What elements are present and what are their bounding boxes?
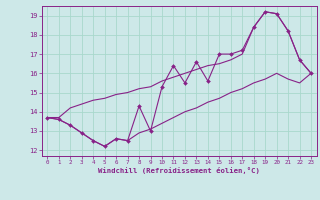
X-axis label: Windchill (Refroidissement éolien,°C): Windchill (Refroidissement éolien,°C) (98, 167, 260, 174)
